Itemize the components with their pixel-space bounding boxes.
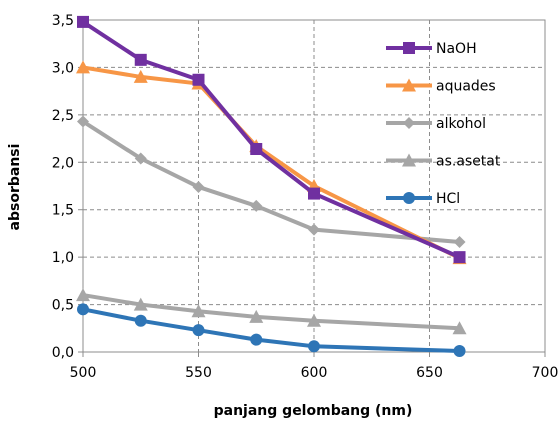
series-naoh: [77, 15, 466, 264]
data-point: [77, 303, 89, 316]
x-tick-labels: 500 550 600 650 700: [70, 365, 559, 381]
legend: NaOH aquades alkohol as.asetat HCl: [386, 41, 501, 207]
data-point: [308, 223, 320, 236]
legend-item: as.asetat: [386, 153, 501, 170]
data-point: [308, 187, 320, 200]
y-tick-label: 1,0: [52, 250, 74, 266]
legend-item: alkohol: [386, 116, 486, 132]
legend-marker: [403, 192, 415, 204]
data-point: [250, 199, 263, 212]
data-point: [192, 180, 205, 193]
legend-marker: [402, 153, 416, 167]
data-point: [77, 115, 89, 128]
y-tick-label: 2,0: [52, 155, 74, 171]
data-point: [250, 333, 263, 346]
data-point: [192, 73, 205, 86]
legend-label: alkohol: [436, 116, 486, 132]
legend-label: as.asetat: [436, 154, 501, 170]
y-tick-label: 3,0: [52, 60, 74, 76]
data-point: [453, 235, 466, 248]
legend-item: HCl: [386, 191, 460, 207]
y-axis-title: absorbansi: [7, 144, 23, 231]
x-axis-title: panjang gelombang (nm): [214, 403, 413, 419]
data-point: [452, 321, 467, 335]
x-tick-label: 700: [532, 365, 559, 381]
series-group: [76, 15, 467, 358]
data-point: [453, 251, 466, 264]
y-tick-label: 0,5: [52, 298, 74, 314]
series-line: [81, 119, 460, 244]
series-alkohol: [77, 115, 466, 248]
series-as-asetat: [76, 288, 467, 335]
data-point: [453, 345, 466, 358]
y-tick-label: 2,5: [52, 108, 74, 124]
data-point: [307, 313, 321, 327]
y-tick-label: 3,5: [52, 13, 74, 29]
data-point: [133, 297, 148, 311]
legend-marker: [403, 42, 415, 54]
data-point: [133, 69, 148, 83]
x-tick-label: 650: [416, 365, 443, 381]
legend-label: HCl: [436, 191, 460, 207]
data-point: [249, 309, 264, 323]
data-point: [76, 288, 90, 302]
legend-marker: [402, 78, 416, 92]
data-point: [77, 15, 89, 28]
legend-label: aquades: [436, 79, 496, 95]
x-tick-label: 550: [185, 365, 212, 381]
series-line: [82, 293, 460, 331]
series-hcl: [77, 303, 466, 358]
legend-marker: [403, 117, 415, 129]
data-point: [134, 152, 147, 165]
series-line: [82, 307, 460, 354]
data-point: [308, 340, 320, 353]
data-point: [76, 60, 90, 74]
legend-item: NaOH: [386, 41, 477, 57]
y-tick-label: 1,5: [52, 203, 74, 219]
x-tick-label: 500: [70, 365, 97, 381]
x-tick-label: 600: [301, 365, 328, 381]
data-point: [134, 53, 147, 66]
legend-label: NaOH: [436, 41, 477, 57]
y-tick-label: 0,0: [52, 345, 74, 361]
legend-item: aquades: [386, 78, 496, 95]
data-point: [191, 304, 206, 318]
data-point: [134, 314, 147, 327]
data-point: [192, 324, 205, 337]
series-line: [81, 20, 461, 259]
data-point: [250, 143, 263, 156]
y-tick-labels: 0,0 0,5 1,0 1,5 2,0 2,5 3,0 3,5: [52, 13, 74, 361]
